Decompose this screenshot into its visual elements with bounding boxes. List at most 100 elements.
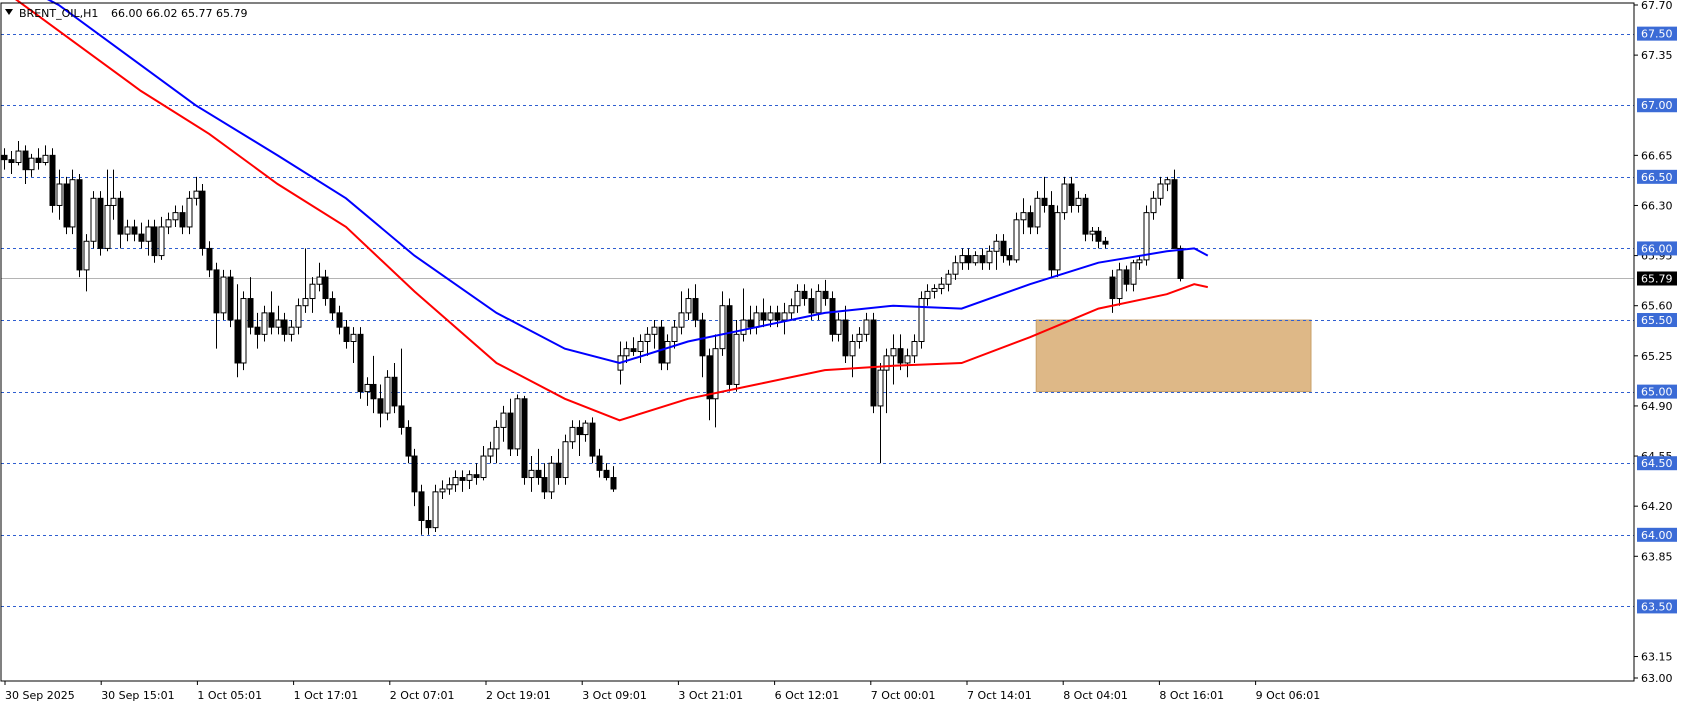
y-tick-label: 67.35 bbox=[1641, 49, 1673, 62]
candle-body-bull bbox=[562, 441, 569, 479]
candle-body-bear bbox=[829, 298, 836, 335]
candle bbox=[623, 341, 630, 363]
x-tick-label: 6 Oct 12:01 bbox=[775, 689, 840, 702]
candle bbox=[487, 441, 494, 464]
candle-body-bull bbox=[890, 348, 897, 357]
candle bbox=[842, 305, 849, 363]
candle bbox=[835, 312, 842, 342]
candle bbox=[69, 169, 76, 235]
candle bbox=[911, 334, 918, 363]
candle-body-bull bbox=[644, 333, 651, 342]
y-tick-label: 65.60 bbox=[1641, 300, 1673, 313]
candle-body-bull bbox=[528, 469, 535, 479]
candle bbox=[350, 327, 357, 363]
candle-body-bull bbox=[651, 326, 658, 335]
candle bbox=[76, 173, 83, 278]
dropdown-triangle-icon[interactable] bbox=[5, 9, 13, 15]
level-label-bg bbox=[1637, 169, 1677, 184]
candle bbox=[172, 205, 179, 227]
candle bbox=[90, 191, 97, 249]
candle bbox=[316, 262, 323, 292]
candle bbox=[261, 305, 268, 342]
candle-body-bull bbox=[904, 355, 911, 364]
candle-body-bear bbox=[281, 319, 288, 335]
candle bbox=[965, 248, 972, 270]
candle-body-bull bbox=[678, 312, 685, 328]
candle-body-bull bbox=[945, 273, 952, 285]
candle bbox=[473, 463, 480, 485]
chart-ohlc: 66.00 66.02 65.77 65.79 bbox=[111, 7, 247, 20]
candle bbox=[596, 448, 603, 478]
candle-body-bull bbox=[514, 398, 521, 450]
candle bbox=[322, 269, 329, 306]
candle-body-bull bbox=[781, 312, 788, 321]
candle bbox=[671, 320, 678, 349]
candle bbox=[145, 219, 152, 256]
candle bbox=[1041, 176, 1048, 213]
candle-body-bull bbox=[165, 219, 172, 228]
candle bbox=[1048, 191, 1055, 278]
candle-body-bull bbox=[924, 290, 931, 300]
candle-body-bear bbox=[254, 326, 261, 335]
level-label: 67.50 bbox=[1641, 28, 1673, 41]
candle bbox=[234, 284, 241, 378]
level-label: 66.00 bbox=[1641, 242, 1673, 255]
x-tick-label: 2 Oct 07:01 bbox=[390, 689, 455, 702]
candle-body-bear bbox=[535, 469, 542, 479]
candle bbox=[83, 234, 90, 292]
x-tick-label: 8 Oct 04:01 bbox=[1063, 689, 1128, 702]
candle-body-bear bbox=[822, 290, 829, 300]
candle-body-bull bbox=[794, 290, 801, 307]
candle-body-bear bbox=[658, 326, 665, 364]
candle-body-bear bbox=[1, 154, 8, 161]
candle-body-bull bbox=[623, 348, 630, 357]
candle bbox=[630, 337, 637, 356]
candle-body-bear bbox=[1109, 276, 1116, 300]
candle-body-bear bbox=[234, 319, 241, 364]
candle-body-bear bbox=[377, 398, 384, 414]
candle-body-bear bbox=[747, 319, 754, 328]
candle bbox=[877, 362, 884, 464]
level-label: 66.50 bbox=[1641, 171, 1673, 184]
candle bbox=[541, 463, 548, 500]
candle-body-bear bbox=[1041, 197, 1048, 206]
level-label: 67.00 bbox=[1641, 99, 1673, 112]
candle-body-bull bbox=[719, 305, 726, 350]
current-price-label-bg bbox=[1637, 271, 1677, 286]
chart-symbol: BRENT_OIL,H1 bbox=[19, 7, 98, 20]
candle bbox=[357, 327, 364, 399]
candle-body-bull bbox=[1054, 212, 1061, 271]
candle-body-bear bbox=[555, 462, 562, 479]
candle bbox=[610, 466, 617, 492]
y-tick-label: 63.00 bbox=[1641, 672, 1673, 685]
candle-body-bear bbox=[336, 312, 343, 328]
candle-body-bull bbox=[124, 226, 131, 235]
candle bbox=[1095, 226, 1102, 249]
candle bbox=[562, 434, 569, 485]
x-tick-label: 30 Sep 15:01 bbox=[101, 689, 174, 702]
candle-body-bear bbox=[49, 154, 56, 206]
level-label: 65.00 bbox=[1641, 386, 1673, 399]
candle bbox=[794, 284, 801, 313]
candle bbox=[213, 262, 220, 349]
candle bbox=[151, 219, 158, 263]
level-label-bg bbox=[1637, 599, 1677, 614]
candle-body-bull bbox=[863, 319, 870, 335]
candle-body-bear bbox=[227, 276, 234, 321]
candle bbox=[863, 312, 870, 342]
candle-body-bear bbox=[507, 412, 514, 450]
candle-body-bull bbox=[466, 474, 473, 481]
candle bbox=[165, 212, 172, 235]
candle bbox=[938, 277, 945, 295]
candle-body-bear bbox=[870, 319, 877, 407]
x-tick-label: 1 Oct 05:01 bbox=[197, 689, 262, 702]
candle-body-bear bbox=[179, 212, 186, 228]
candle bbox=[1013, 212, 1020, 263]
candle bbox=[788, 298, 795, 321]
candle-body-bull bbox=[548, 462, 555, 493]
zone-layer bbox=[1035, 319, 1312, 393]
candle-body-bear bbox=[8, 159, 15, 164]
candle-body-bear bbox=[151, 226, 158, 257]
candle-body-bull bbox=[240, 298, 247, 364]
